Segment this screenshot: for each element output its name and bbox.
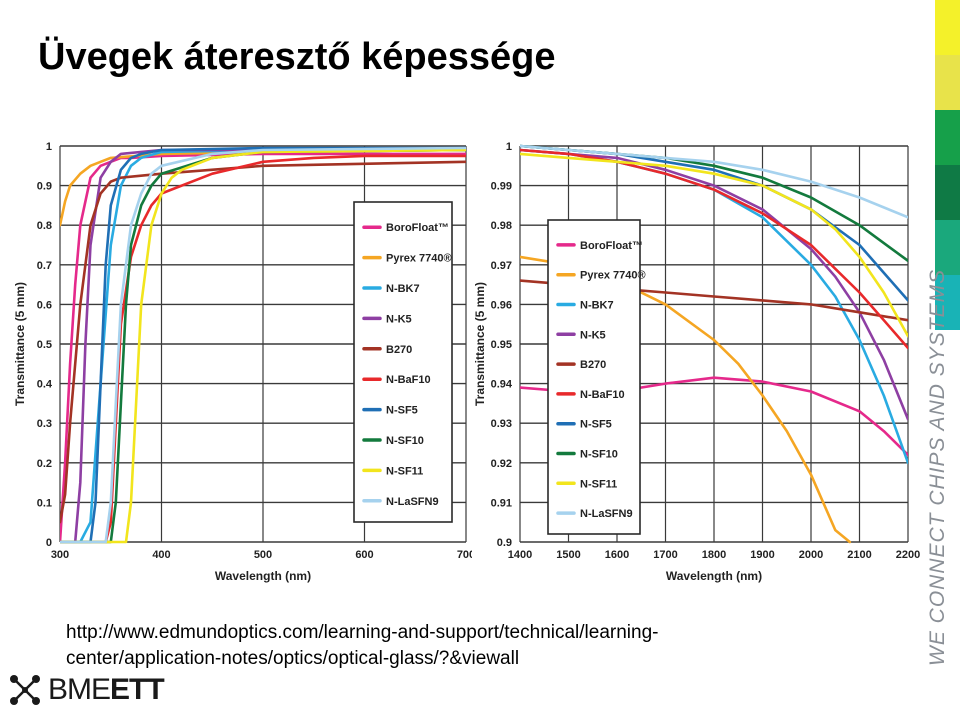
x-tick-label: 1700 — [653, 549, 677, 561]
y-axis-label: Transmittance (5 mm) — [473, 282, 487, 406]
y-tick-label: 0.94 — [491, 379, 513, 391]
network-logo-icon — [10, 675, 40, 705]
y-tick-label: 0.4 — [37, 379, 53, 391]
source-url-line1[interactable]: http://www.edmundoptics.com/learning-and… — [66, 622, 659, 643]
x-axis-label: Wavelength (nm) — [215, 569, 311, 583]
x-tick-label: 500 — [254, 549, 272, 561]
y-tick-label: 0.99 — [491, 181, 512, 193]
y-tick-label: 0.1 — [37, 497, 52, 509]
y-tick-label: 1 — [46, 141, 52, 153]
y-tick-label: 0.7 — [37, 260, 52, 272]
legend-label: N-SF5 — [386, 405, 418, 417]
brand-strip-block — [935, 0, 960, 55]
legend-label: B270 — [386, 344, 412, 356]
brand-strip-block — [935, 275, 960, 330]
y-tick-label: 0.9 — [497, 537, 512, 549]
brand-strip-block — [935, 55, 960, 110]
series-line — [60, 146, 466, 544]
y-tick-label: 0.5 — [37, 339, 52, 351]
legend-label: Pyrex 7740® — [580, 270, 646, 282]
series-line — [520, 148, 908, 421]
legend-label: N-BaF10 — [580, 389, 625, 401]
series-line — [60, 160, 466, 524]
y-tick-label: 0.6 — [37, 299, 52, 311]
brand-strip-block — [935, 110, 960, 165]
series-line — [520, 148, 908, 350]
x-tick-label: 700 — [457, 549, 472, 561]
legend-label: N-SF11 — [386, 465, 423, 477]
legend-label: N-SF10 — [580, 449, 618, 461]
y-tick-label: 0.3 — [37, 418, 52, 430]
y-tick-label: 0 — [46, 537, 52, 549]
legend-label: BoroFloat™ — [580, 240, 643, 252]
brand-strip-block — [935, 330, 960, 716]
brand-color-strip — [935, 0, 960, 716]
legend-label: Pyrex 7740® — [386, 253, 452, 265]
x-tick-label: 400 — [152, 549, 170, 561]
x-tick-label: 1400 — [508, 549, 532, 561]
brand-strip-block — [935, 165, 960, 220]
x-axis-label: Wavelength (nm) — [666, 569, 762, 583]
x-tick-label: 1900 — [750, 549, 774, 561]
y-tick-label: 0.97 — [491, 260, 512, 272]
y-tick-label: 0.8 — [37, 220, 52, 232]
x-tick-label: 1600 — [605, 549, 629, 561]
legend-label: N-BK7 — [386, 283, 420, 295]
legend-label: N-BaF10 — [386, 374, 431, 386]
y-tick-label: 0.2 — [37, 458, 52, 470]
x-tick-label: 300 — [51, 549, 69, 561]
series-line — [60, 152, 466, 544]
brand-slogan: WE CONNECT CHIPS AND SYSTEMS — [926, 268, 949, 666]
legend-label: N-SF5 — [580, 419, 612, 431]
y-tick-label: 0.9 — [37, 181, 52, 193]
legend-label: N-LaSFN9 — [580, 508, 633, 520]
y-tick-label: 0.95 — [491, 339, 512, 351]
legend-label: N-SF11 — [580, 478, 617, 490]
legend-label: N-SF10 — [386, 435, 424, 447]
y-tick-label: 1 — [506, 141, 512, 153]
logo-wordmark-light: BME — [48, 673, 111, 706]
legend-label: N-K5 — [580, 329, 606, 341]
legend-label: BoroFloat™ — [386, 222, 449, 234]
x-tick-label: 2200 — [896, 549, 920, 561]
x-tick-label: 2100 — [847, 549, 871, 561]
logo-wordmark-bold: ETT — [110, 673, 165, 706]
series-line — [60, 148, 466, 544]
series-group — [60, 146, 466, 544]
y-tick-label: 0.93 — [491, 418, 512, 430]
x-tick-label: 1800 — [702, 549, 726, 561]
logo-wordmark: BMEETT — [48, 673, 165, 707]
y-tick-label: 0.96 — [491, 299, 512, 311]
y-axis-label: Transmittance (5 mm) — [14, 282, 27, 406]
series-line — [520, 152, 908, 338]
legend-label: B270 — [580, 359, 606, 371]
legend-label: N-BK7 — [580, 300, 614, 312]
y-tick-label: 0.91 — [491, 497, 512, 509]
x-tick-label: 600 — [355, 549, 373, 561]
series-line — [60, 146, 466, 544]
source-url[interactable]: http://www.edmundoptics.com/learning-and… — [66, 620, 826, 672]
legend-label: N-K5 — [386, 313, 412, 325]
y-tick-label: 0.92 — [491, 458, 512, 470]
transmittance-chart-uv-visible: 0 0.1 0.2 0.3 0.4 0.5 0.6 0.7 0.8 0.9 1 300 400 500 60… — [14, 141, 472, 583]
legend-label: N-LaSFN9 — [386, 496, 439, 508]
brand-strip-block — [935, 220, 960, 275]
source-url-line2[interactable]: center/application-notes/optics/optical-… — [66, 648, 520, 669]
transmittance-chart-nir: 0.9 0.91 0.92 0.93 0.94 0.95 0.96 0.97 0.98 0.99 1… — [473, 141, 920, 583]
bmeett-logo: BMEETT — [8, 672, 165, 708]
x-tick-label: 2000 — [799, 549, 823, 561]
x-tick-label: 1500 — [556, 549, 580, 561]
y-tick-label: 0.98 — [491, 220, 512, 232]
slide-title: Üvegek áteresztő képessége — [38, 36, 556, 78]
series-line — [520, 144, 908, 219]
